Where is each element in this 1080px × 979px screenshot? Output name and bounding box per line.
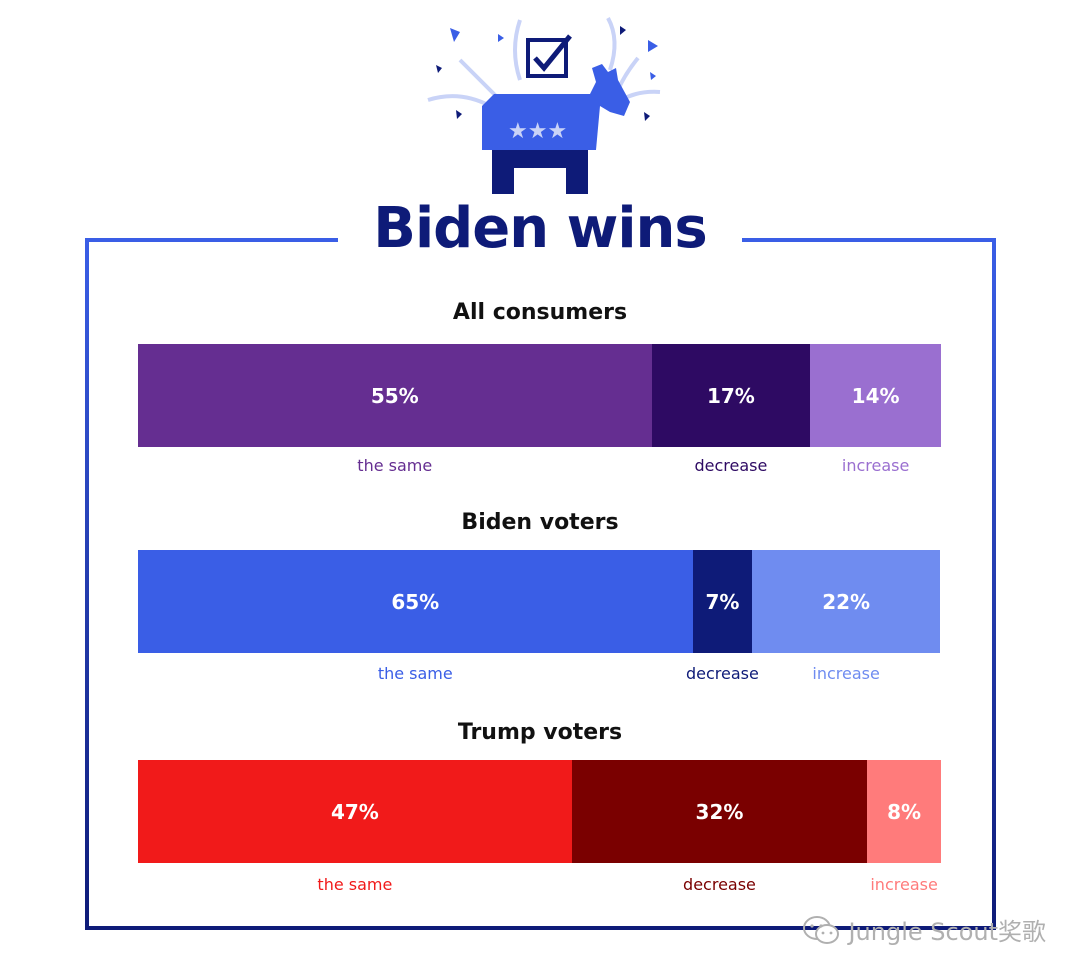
- watermark-text: Jungle Scout奖歌: [848, 918, 1046, 946]
- bar-segment: 65%: [138, 550, 693, 653]
- wechat-icon: [803, 915, 840, 944]
- stacked-bar: 65% 7% 22%: [138, 550, 940, 653]
- data-label: 65%: [391, 589, 440, 614]
- stacked-bar: 47% 32% 8%: [138, 760, 941, 863]
- bar-segment: 17%: [651, 344, 811, 447]
- category-label: increase: [841, 456, 910, 475]
- category-label: increase: [812, 664, 880, 683]
- bar-segment: 32%: [571, 760, 868, 863]
- group-title: Biden voters: [461, 510, 619, 535]
- bar-segment: 7%: [692, 550, 753, 653]
- category-label: the same: [377, 664, 453, 683]
- svg-text:★★★: ★★★: [508, 119, 567, 144]
- chart-title: Biden wins: [373, 196, 707, 261]
- data-label: 14%: [851, 383, 900, 408]
- bar-segment: 8%: [867, 760, 941, 863]
- bar-segment: 14%: [810, 344, 941, 447]
- category-label: the same: [357, 456, 433, 475]
- category-label: decrease: [685, 664, 759, 683]
- category-label: the same: [317, 875, 393, 894]
- data-label: 32%: [695, 799, 744, 824]
- group-title: Trump voters: [457, 720, 623, 745]
- data-label: 7%: [705, 589, 740, 614]
- stacked-bar: 55% 17% 14%: [138, 344, 941, 447]
- bar-segment: 22%: [752, 550, 940, 653]
- bar-segment: 55%: [138, 344, 652, 447]
- bar-segment: 47%: [138, 760, 572, 863]
- data-label: 22%: [822, 589, 871, 614]
- data-label: 17%: [706, 383, 755, 408]
- category-label: decrease: [683, 875, 756, 894]
- category-label: increase: [870, 875, 938, 894]
- democrat-donkey-ballot-icon: ★★★: [427, 17, 661, 194]
- data-label: 55%: [370, 383, 419, 408]
- group-title: All consumers: [452, 300, 628, 325]
- data-label: 47%: [330, 799, 379, 824]
- category-label: decrease: [694, 456, 768, 475]
- data-label: 8%: [887, 799, 922, 824]
- watermark: Jungle Scout奖歌: [802, 912, 1046, 947]
